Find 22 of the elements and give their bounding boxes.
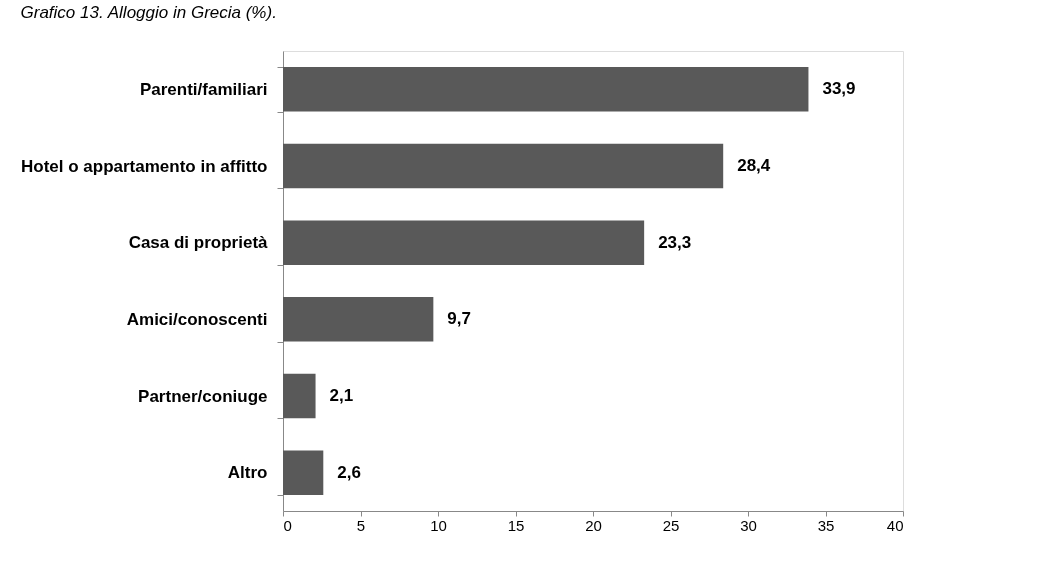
y-tick-label: Partner/coniuge	[138, 386, 268, 406]
data-label: 2,1	[329, 386, 354, 405]
data-label: 23,3	[658, 232, 692, 252]
y-tick-label: Parenti/familiari	[139, 79, 268, 99]
x-tick-label: 30	[740, 516, 757, 534]
chart-title: Grafico 13. Alloggio in Grecia (%).	[20, 3, 277, 22]
data-label: 28,4	[737, 156, 771, 175]
x-tick-label: 10	[430, 516, 447, 534]
y-tick-label: Amici/conoscenti	[126, 309, 268, 329]
x-tick-label: 25	[662, 516, 680, 534]
x-tick-label: 40	[886, 516, 904, 534]
x-tick-label: 0	[283, 516, 292, 534]
data-label: 33,9	[822, 79, 856, 99]
x-tick-label: 20	[585, 516, 602, 534]
y-tick-label: Casa di proprietà	[128, 233, 269, 253]
x-tick-label: 35	[817, 516, 835, 534]
x-tick-label: 15	[507, 516, 525, 534]
data-label: 2,6	[337, 462, 361, 482]
x-tick-label: 5	[356, 516, 366, 534]
data-label: 9,7	[447, 309, 471, 329]
y-tick-label: Altro	[227, 463, 268, 483]
y-tick-label: Hotel o appartamento in affitto	[21, 156, 268, 176]
